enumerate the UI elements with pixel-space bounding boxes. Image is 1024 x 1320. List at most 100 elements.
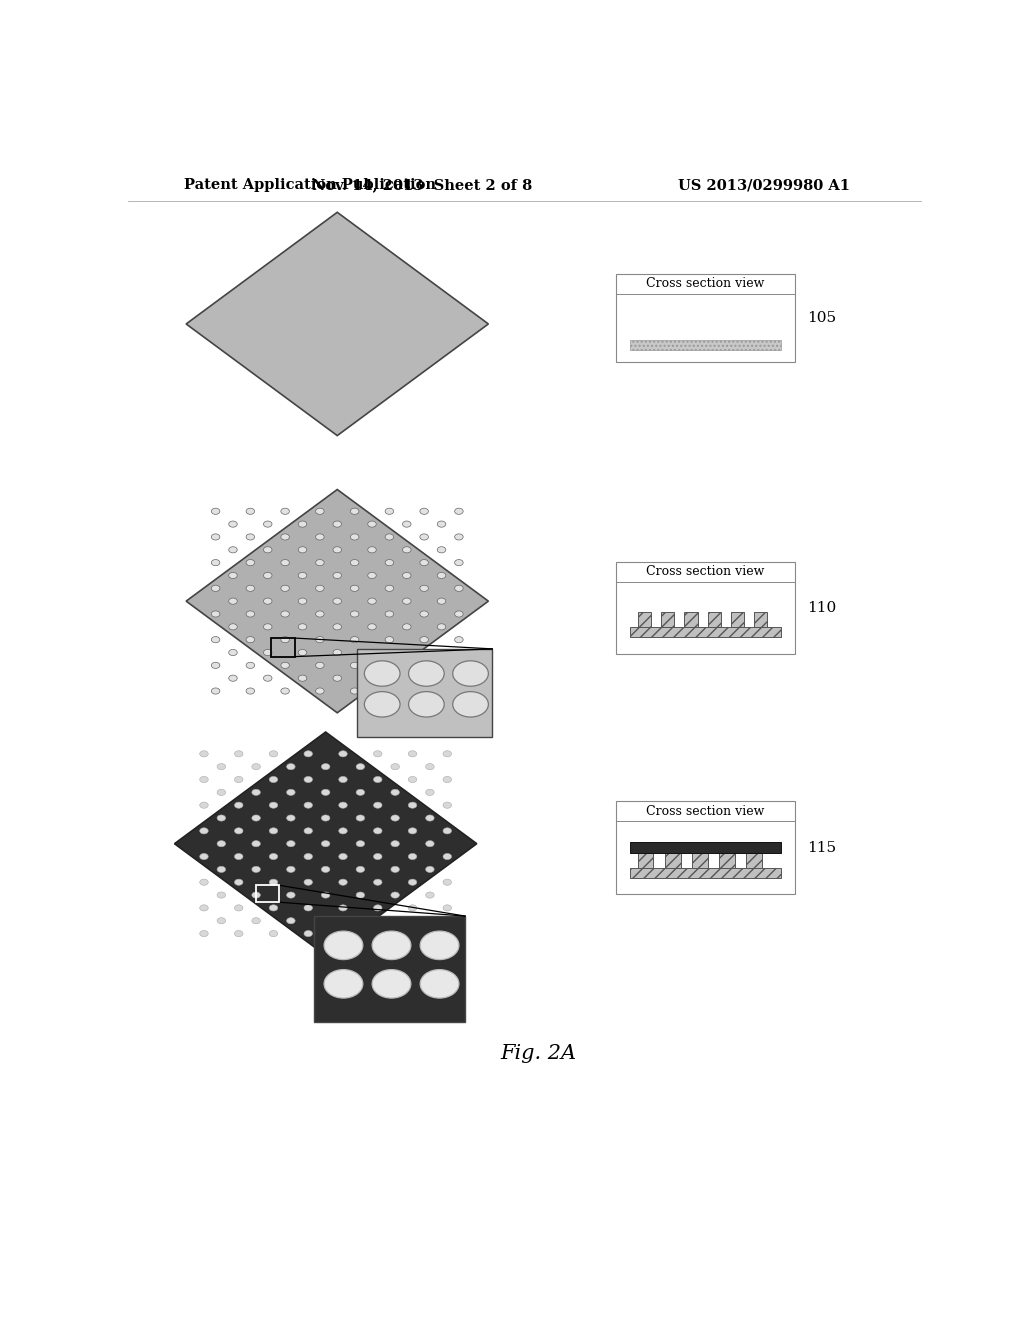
Ellipse shape [391, 866, 399, 873]
Ellipse shape [350, 688, 358, 694]
Ellipse shape [339, 751, 347, 756]
Ellipse shape [315, 533, 325, 540]
Ellipse shape [455, 533, 463, 540]
Ellipse shape [200, 931, 208, 937]
Ellipse shape [298, 624, 307, 630]
Ellipse shape [368, 598, 376, 605]
Ellipse shape [322, 892, 330, 898]
Ellipse shape [453, 692, 488, 717]
Ellipse shape [409, 854, 417, 859]
Ellipse shape [287, 814, 295, 821]
Ellipse shape [200, 828, 208, 834]
Ellipse shape [402, 624, 411, 630]
Ellipse shape [252, 789, 260, 796]
Ellipse shape [234, 854, 243, 859]
Bar [630, 842, 780, 853]
Ellipse shape [324, 931, 362, 960]
Ellipse shape [437, 573, 445, 578]
Ellipse shape [443, 776, 452, 783]
Bar [616, 562, 795, 655]
Ellipse shape [420, 970, 459, 998]
Ellipse shape [217, 789, 225, 796]
Bar [638, 853, 653, 869]
Ellipse shape [228, 649, 238, 656]
Ellipse shape [287, 917, 295, 924]
Ellipse shape [322, 866, 330, 873]
Ellipse shape [385, 585, 393, 591]
Ellipse shape [385, 611, 393, 616]
Ellipse shape [368, 675, 376, 681]
Ellipse shape [409, 803, 417, 808]
Ellipse shape [455, 585, 463, 591]
Ellipse shape [385, 508, 393, 515]
Ellipse shape [374, 776, 382, 783]
Ellipse shape [269, 879, 278, 886]
Ellipse shape [391, 789, 399, 796]
Ellipse shape [281, 508, 290, 515]
Text: US 2013/0299980 A1: US 2013/0299980 A1 [678, 178, 850, 193]
Ellipse shape [402, 546, 411, 553]
Ellipse shape [333, 598, 342, 605]
Bar [630, 341, 780, 350]
Text: 110: 110 [807, 601, 837, 615]
Ellipse shape [281, 533, 290, 540]
Ellipse shape [252, 917, 260, 924]
Bar [630, 869, 780, 878]
Ellipse shape [443, 751, 452, 756]
Ellipse shape [455, 560, 463, 566]
Ellipse shape [372, 970, 411, 998]
Bar [662, 612, 675, 627]
Ellipse shape [304, 904, 312, 911]
Ellipse shape [333, 675, 342, 681]
Ellipse shape [409, 661, 444, 686]
Ellipse shape [211, 560, 220, 566]
Ellipse shape [315, 663, 325, 668]
Ellipse shape [350, 508, 358, 515]
Ellipse shape [322, 789, 330, 796]
Ellipse shape [339, 828, 347, 834]
Text: 105: 105 [807, 312, 836, 325]
Ellipse shape [252, 892, 260, 898]
Ellipse shape [374, 854, 382, 859]
Ellipse shape [437, 675, 445, 681]
Ellipse shape [281, 611, 290, 616]
Ellipse shape [426, 892, 434, 898]
Ellipse shape [228, 598, 238, 605]
Ellipse shape [350, 560, 358, 566]
Bar [719, 853, 735, 869]
Ellipse shape [350, 611, 358, 616]
Ellipse shape [385, 688, 393, 694]
Ellipse shape [365, 692, 400, 717]
Ellipse shape [443, 931, 452, 937]
Ellipse shape [391, 841, 399, 847]
Ellipse shape [409, 931, 417, 937]
Polygon shape [186, 490, 488, 713]
Ellipse shape [304, 854, 312, 859]
Ellipse shape [374, 751, 382, 756]
Ellipse shape [420, 688, 428, 694]
Ellipse shape [263, 624, 272, 630]
Ellipse shape [228, 521, 238, 527]
Ellipse shape [391, 814, 399, 821]
Ellipse shape [322, 841, 330, 847]
Ellipse shape [333, 546, 342, 553]
Ellipse shape [269, 828, 278, 834]
Ellipse shape [315, 560, 325, 566]
Ellipse shape [455, 636, 463, 643]
Ellipse shape [409, 751, 417, 756]
Ellipse shape [443, 904, 452, 911]
Ellipse shape [304, 803, 312, 808]
Ellipse shape [263, 546, 272, 553]
Ellipse shape [420, 508, 428, 515]
Ellipse shape [211, 663, 220, 668]
Ellipse shape [437, 624, 445, 630]
Ellipse shape [287, 866, 295, 873]
Text: Cross section view: Cross section view [646, 277, 765, 290]
Bar [638, 612, 651, 627]
Ellipse shape [391, 892, 399, 898]
Ellipse shape [374, 904, 382, 911]
Ellipse shape [298, 675, 307, 681]
Ellipse shape [365, 661, 400, 686]
Ellipse shape [263, 649, 272, 656]
Ellipse shape [246, 611, 255, 616]
